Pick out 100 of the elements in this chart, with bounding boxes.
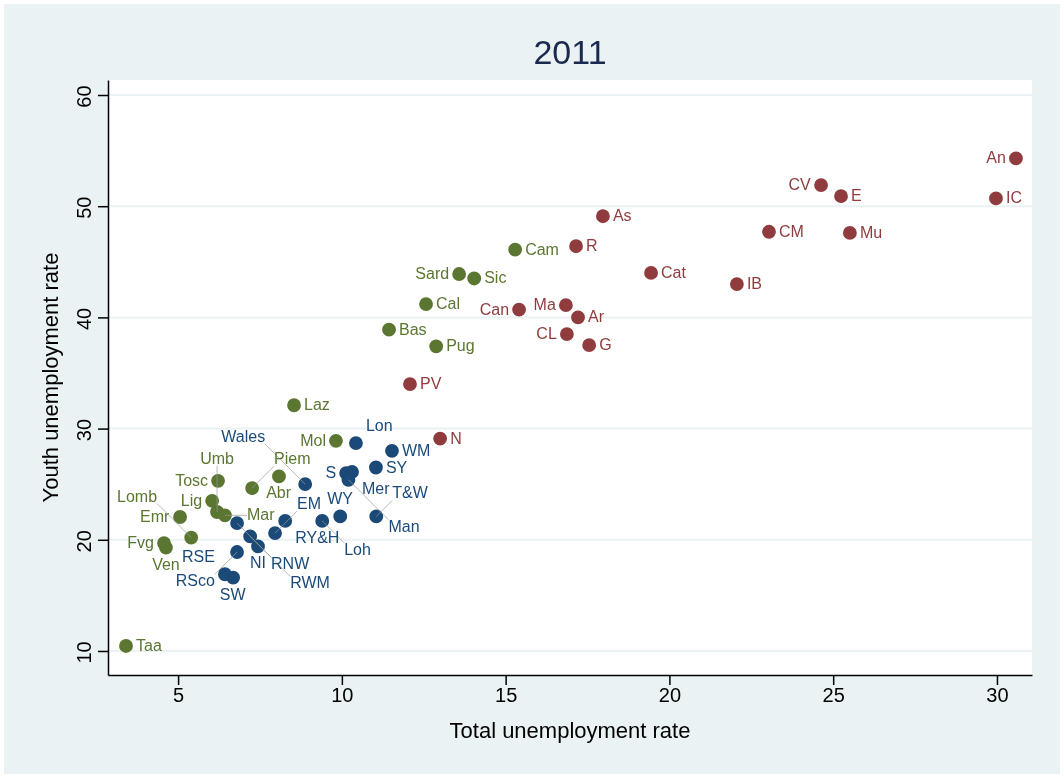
point [644, 266, 658, 280]
point [571, 310, 585, 325]
point [159, 540, 173, 555]
annotation: Emr [140, 507, 171, 525]
annotation: Ven [152, 555, 180, 573]
annotation: Cal [436, 295, 461, 313]
x-tick-label: 15 [495, 684, 518, 707]
y-tick-label: 10 [73, 641, 95, 664]
annotation: Taa [136, 636, 162, 654]
y-tick-label: 20 [73, 530, 95, 553]
annotation: Lon [365, 417, 393, 435]
x-tick-label: 25 [822, 684, 845, 707]
annotation: G [599, 336, 612, 354]
point [403, 377, 417, 392]
annotation: Abr [266, 484, 292, 502]
point [385, 443, 399, 458]
annotation: Piem [274, 450, 311, 468]
point [119, 639, 133, 653]
point [582, 338, 597, 353]
point [1009, 151, 1023, 166]
annotation: Lomb [117, 487, 158, 505]
point [569, 239, 583, 254]
y-tick-label: 40 [73, 307, 95, 331]
annotation: Umb [200, 449, 235, 467]
annotation: CV [788, 176, 812, 194]
point [762, 224, 776, 239]
annotation: RWM [290, 574, 330, 592]
point [989, 191, 1003, 206]
annotation: Ar [588, 308, 605, 326]
point [429, 339, 444, 354]
point [329, 433, 343, 448]
annotation: R [586, 237, 598, 255]
annotation: CM [778, 222, 804, 240]
annotation: Laz [304, 396, 330, 414]
point [842, 226, 857, 240]
annotation: Wales [221, 428, 266, 446]
point [272, 469, 286, 484]
annotation: Man [388, 517, 420, 535]
annotation: An [986, 149, 1006, 167]
annotation: Bas [399, 320, 427, 338]
annotation: Sard [415, 265, 450, 283]
annotation: Fvg [127, 534, 155, 552]
annotation: CL [536, 325, 557, 343]
chart-title: 2011 [533, 33, 607, 71]
annotation: Pug [446, 337, 475, 355]
point [382, 322, 396, 337]
annotation: Loh [344, 540, 371, 558]
annotation: E [851, 187, 862, 205]
annotation: Mu [859, 223, 883, 241]
annotation: Mar [246, 506, 276, 524]
point [184, 530, 199, 545]
annotation: IC [1005, 189, 1022, 207]
x-tick-label: 30 [986, 684, 1009, 707]
y-axis-title: Youth unemployment rate [38, 252, 63, 503]
point [230, 545, 244, 559]
annotation: WY [327, 490, 354, 508]
point [245, 481, 260, 495]
annotation: RNW [271, 555, 311, 573]
point [226, 570, 241, 585]
point [596, 209, 610, 224]
point [559, 327, 574, 341]
annotation: Cat [661, 263, 687, 281]
point [729, 277, 744, 291]
point [287, 398, 301, 413]
x-tick-label: 5 [173, 684, 185, 707]
annotation: Sic [484, 269, 507, 287]
point [452, 267, 467, 281]
annotation: Cam [525, 240, 559, 258]
y-tick-label: 30 [73, 418, 95, 442]
point [349, 436, 363, 450]
annotation: NI [250, 554, 267, 572]
point [559, 298, 573, 313]
point [814, 178, 828, 192]
point [268, 526, 282, 541]
point [508, 242, 523, 257]
annotation: Can [479, 300, 510, 318]
point [298, 477, 313, 492]
x-tick-label: 20 [658, 684, 682, 707]
point [512, 302, 526, 317]
point [467, 271, 482, 286]
annotation: T&W [392, 484, 429, 502]
point [834, 189, 848, 204]
annotation: N [450, 429, 462, 447]
x-tick-label: 10 [331, 684, 354, 707]
annotation: SY [385, 458, 408, 476]
point [230, 516, 244, 531]
annotation: S [325, 464, 337, 482]
annotation: Mol [300, 431, 326, 449]
annotation: EM [297, 495, 322, 513]
annotation: SW [219, 585, 247, 603]
annotation: RSE [182, 548, 215, 566]
annotation: Ma [533, 296, 556, 314]
point [369, 460, 383, 475]
annotation: Tosc [175, 471, 209, 489]
point [218, 508, 232, 523]
point [419, 297, 433, 311]
annotation: IB [746, 275, 763, 293]
y-tick-label: 50 [73, 196, 95, 219]
annotation: Mer [362, 479, 391, 497]
annotation: Lig [180, 491, 203, 509]
